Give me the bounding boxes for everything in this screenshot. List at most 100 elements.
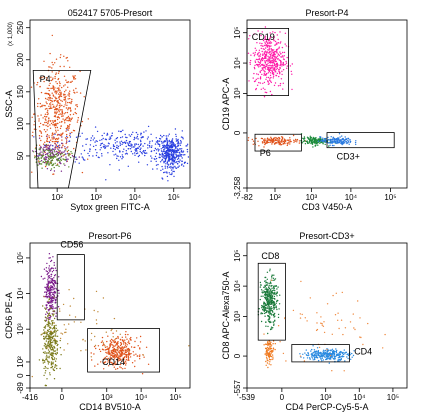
event-dot	[37, 156, 40, 159]
event-dot	[44, 365, 46, 368]
event-dot	[96, 130, 99, 133]
event-dot	[272, 356, 274, 358]
event-dot	[122, 357, 125, 359]
event-dot	[270, 355, 273, 358]
event-dot	[49, 307, 51, 310]
event-dot	[57, 109, 60, 111]
event-dot	[93, 309, 95, 312]
event-dot	[346, 356, 348, 358]
event-dot	[267, 325, 269, 328]
event-dot	[322, 351, 324, 353]
event-dot	[314, 353, 316, 356]
event-dot	[43, 150, 46, 153]
event-dot	[117, 147, 119, 149]
event-dot	[53, 298, 55, 300]
event-dot	[173, 175, 175, 178]
event-dot	[48, 289, 50, 292]
y-tick-label: 0	[16, 373, 25, 378]
event-dot	[73, 130, 76, 132]
event-dot	[119, 143, 122, 145]
event-dot	[144, 142, 146, 145]
event-dot	[271, 307, 273, 309]
event-dot	[259, 62, 261, 64]
event-dot	[134, 143, 136, 145]
event-dot	[45, 335, 47, 337]
event-dot	[113, 353, 115, 355]
event-dot	[265, 352, 268, 354]
event-dot	[149, 146, 151, 148]
event-dot	[257, 77, 259, 80]
event-dot	[286, 142, 288, 144]
event-dot	[51, 353, 53, 355]
event-dot	[111, 341, 113, 343]
event-dot	[49, 52, 51, 55]
event-dot	[31, 135, 34, 137]
event-dot	[272, 69, 274, 71]
event-dot	[48, 146, 51, 148]
event-dot	[280, 78, 283, 80]
event-dot	[278, 70, 280, 73]
event-dot	[57, 145, 60, 147]
event-dot	[48, 361, 50, 363]
event-dot	[270, 141, 272, 143]
event-dot	[48, 105, 50, 108]
event-dot	[127, 358, 130, 360]
event-dot	[48, 298, 50, 301]
event-dot	[122, 368, 124, 370]
event-dot	[47, 360, 49, 362]
event-dot	[142, 151, 144, 153]
event-dot	[351, 352, 353, 355]
event-dot	[159, 140, 161, 142]
event-dot	[52, 85, 55, 88]
event-dot	[59, 150, 61, 152]
event-dot	[164, 145, 166, 147]
event-dot	[58, 113, 60, 116]
event-dot	[50, 259, 53, 262]
event-dot	[102, 146, 105, 148]
event-dot	[75, 156, 77, 158]
event-dot	[63, 75, 66, 78]
event-dot	[276, 308, 278, 311]
event-dot	[341, 291, 343, 294]
event-dot	[268, 141, 270, 144]
event-dot	[281, 70, 283, 73]
event-dot	[161, 136, 163, 138]
event-dot	[269, 307, 272, 309]
event-dot	[53, 275, 56, 277]
event-dot	[276, 288, 278, 290]
gate	[56, 254, 85, 321]
event-dot	[294, 138, 297, 141]
event-dot	[331, 355, 333, 358]
event-dot	[53, 262, 55, 264]
event-dot	[44, 307, 46, 309]
event-dot	[273, 64, 276, 67]
event-dot	[74, 111, 76, 114]
event-dot	[257, 58, 259, 61]
event-dot	[49, 335, 51, 337]
x-tick-label: 10³	[320, 393, 332, 402]
event-dot	[268, 285, 270, 287]
event-dot	[130, 352, 132, 355]
event-dot	[66, 135, 68, 138]
event-dot	[48, 282, 50, 284]
event-dot	[181, 163, 183, 165]
event-dot	[60, 170, 63, 172]
event-dot	[52, 133, 54, 136]
event-dot	[91, 135, 94, 137]
gate-label: CD19	[252, 32, 275, 42]
event-dot	[147, 144, 149, 146]
event-dot	[65, 127, 68, 130]
event-dot	[56, 150, 58, 153]
y-tick-label: 10⁵	[233, 250, 242, 262]
event-dot	[267, 292, 269, 294]
event-dot	[121, 340, 124, 342]
event-dot	[165, 154, 167, 156]
event-dot	[260, 44, 262, 47]
event-dot	[270, 306, 272, 308]
event-dot	[48, 275, 50, 277]
event-dot	[270, 353, 272, 355]
event-dot	[130, 145, 132, 147]
event-dot	[66, 129, 68, 131]
event-dot	[133, 354, 135, 356]
event-dot	[47, 125, 49, 128]
